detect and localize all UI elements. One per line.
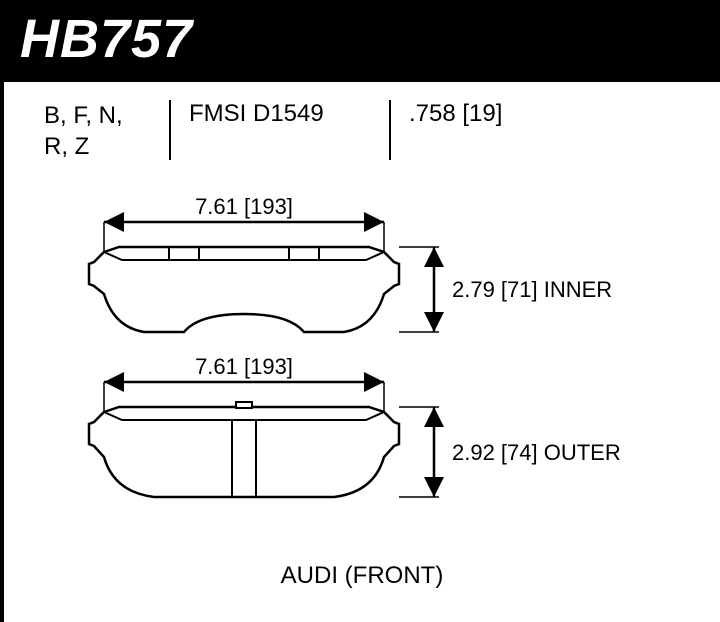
pad-diagram-svg: 7.61 [193] 2.79 [71] INNER (4, 192, 720, 562)
compounds-line2: R, Z (44, 131, 169, 162)
vehicle-fitment: AUDI (FRONT) (4, 562, 720, 590)
thickness-value: .758 [19] (409, 100, 569, 128)
notch (236, 402, 252, 408)
content-area: B, F, N, R, Z FMSI D1549 .758 [19] 7.61 … (0, 82, 720, 622)
compounds-list: B, F, N, R, Z (44, 100, 169, 162)
header-bar: HB757 (0, 0, 720, 82)
inner-width-label: 7.61 [193] (195, 194, 293, 219)
outer-width-label: 7.61 [193] (195, 354, 293, 379)
fmsi-code: FMSI D1549 (189, 100, 389, 128)
outer-pad-group: 7.61 [193] 2.92 [74] OUTER (89, 354, 621, 497)
outer-height-label: 2.92 [74] OUTER (452, 440, 621, 465)
separator-1 (169, 100, 171, 160)
inner-pad-group: 7.61 [193] 2.79 [71] INNER (89, 194, 612, 332)
part-number: HB757 (20, 8, 700, 70)
diagram-area: 7.61 [193] 2.79 [71] INNER (4, 192, 720, 562)
separator-2 (389, 100, 391, 160)
inner-height-label: 2.79 [71] INNER (452, 277, 612, 302)
compounds-line1: B, F, N, (44, 100, 169, 131)
info-row: B, F, N, R, Z FMSI D1549 .758 [19] (4, 100, 720, 162)
